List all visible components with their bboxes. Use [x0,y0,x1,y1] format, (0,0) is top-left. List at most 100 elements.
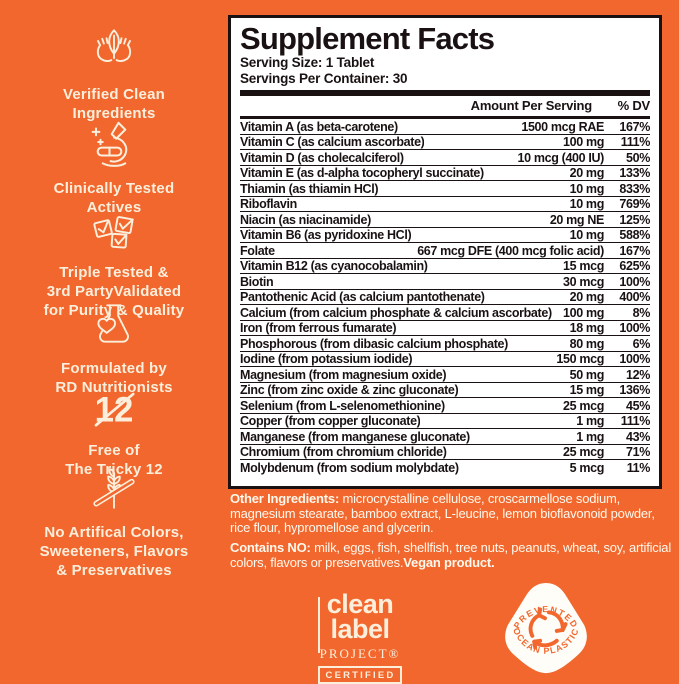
claim-no-artificial: No Artifical Colors, Sweeteners, Flavors… [0,466,228,580]
panel-title: Supplement Facts [240,21,495,56]
nutrient-amount: 50 mg [569,367,605,382]
nutrient-name: Manganese (from manganese gluconate) [240,429,470,444]
other-ingredients-label: Other Ingredients: [230,491,340,506]
nutrient-name: Vitamin B6 (as pyridoxine HCl) [240,228,412,243]
table-row: Selenium (from L-selenomethionine) 25 mc… [240,398,650,414]
table-row: Vitamin A (as beta-carotene) 1500 mcg RA… [240,119,650,135]
nutrient-name: Iron (from ferrous fumarate) [240,321,397,336]
nutrient-name: Iodine (from potassium iodide) [240,352,413,367]
nutrient-amount: 100 mg [563,305,604,320]
contains-no-text: milk, eggs, fish, shellfish, tree nuts, … [230,540,672,570]
nutrient-amount: 10 mg [569,228,605,243]
nutrient-dv: 625% [619,259,650,274]
table-row: Iodine (from potassium iodide) 150 mcg 1… [240,352,650,368]
badge-shape [505,582,587,674]
table-row: Thiamin (as thiamin HCl) 10 mg 833% [240,181,650,197]
nutrient-amount: 100 mg [563,135,604,150]
nutrient-dv: 45% [626,398,650,413]
nutrient-amount: 30 mcg [563,274,604,289]
nutrient-dv: 100% [619,321,650,336]
claim-text: Free of The Tricky 12 [65,442,163,479]
microscope-icon [0,116,228,173]
nutrient-dv: 11% [626,461,651,476]
nutrient-dv: 167% [619,243,650,258]
nutrient-dv: 167% [619,119,650,134]
nutrient-amount: 20 mg [569,166,605,181]
other-ingredients-note: Other Ingredients: microcrystalline cell… [230,491,673,536]
claim-clinically-tested: Clinically Tested Actives [0,116,228,217]
table-row: Riboflavin 10 mg 769% [240,197,650,213]
nutrient-name: Vitamin D (as cholecalciferol) [240,150,404,165]
nutrient-name: Copper (from copper gluconate) [240,414,421,429]
table-row: Vitamin C (as calcium ascorbate) 100 mg … [240,135,650,151]
nutrient-amount: 15 mcg [563,259,604,274]
table-row: Magnesium (from magnesium oxide) 50 mg 1… [240,367,650,383]
table-row: Iron (from ferrous fumarate) 18 mg 100% [240,321,650,337]
nutrient-amount: 80 mg [569,336,605,351]
claim-rd-formulated: Formulated by RD Nutritionists [0,300,228,397]
clean-label-project-logo: clean label PROJECT® CERTIFIED [312,590,408,684]
table-row: Vitamin B6 (as pyridoxine HCl) 10 mg 588… [240,228,650,244]
table-row: Vitamin B12 (as cyanocobalamin) 15 mcg 6… [240,259,650,275]
table-row: Biotin 30 mcg 100% [240,274,650,290]
tricky-12-icon: 12 [0,388,228,435]
nutrient-dv: 6% [632,336,651,351]
nutrient-name: Phosphorous (from dibasic calcium phosph… [240,336,508,351]
nutrient-dv: 400% [619,290,650,305]
amount-column-header: Amount Per Serving [470,98,593,114]
nutrient-name: Calcium (from calcium phosphate & calciu… [240,305,552,320]
clean-label-left-rule [318,597,320,653]
nutrient-amount: 20 mg [569,290,605,305]
nutrient-dv: 100% [619,352,650,367]
facts-header: Amount Per Serving % DV [240,96,651,116]
nutrient-dv: 833% [619,181,650,196]
nutrient-name: Vitamin E (as d-alpha tocopheryl succina… [240,166,484,181]
table-row: Phosphorous (from dibasic calcium phosph… [240,336,650,352]
facts-table: Vitamin A (as beta-carotene) 1500 mcg RA… [240,119,650,476]
nutrient-amount: 25 mcg [563,398,604,413]
claim-text: Clinically Tested Actives [53,180,175,217]
clean-label-project-text: PROJECT® [319,646,401,662]
nutrient-amount: 15 mg [569,383,605,398]
no-wheat-icon [0,466,228,517]
claim-tricky-12: 12 Free of The Tricky 12 [0,388,228,479]
nutrient-name: Pantothenic Acid (as calcium pantothenat… [240,290,485,305]
nutrient-dv: 136% [619,383,650,398]
divider-medium [240,116,650,120]
nutrient-name: Chromium (from chromium chloride) [240,445,447,460]
clean-label-certified-badge: CERTIFIED [317,666,403,684]
table-row: Zinc (from zinc oxide & zinc gluconate) … [240,383,650,399]
nutrient-name: Thiamin (as thiamin HCl) [240,181,379,196]
nutrient-dv: 111% [620,135,651,150]
nutrient-dv: 12% [626,367,650,382]
table-row: Vitamin E (as d-alpha tocopheryl succina… [240,166,650,182]
table-row: Molybdenum (from sodium molybdate) 5 mcg… [240,460,650,476]
nutrient-amount: 1 mg [576,429,604,444]
nutrient-amount: 1 mg [576,414,604,429]
table-row: Pantothenic Acid (as calcium pantothenat… [240,290,650,306]
nutrient-dv: 71% [626,445,650,460]
nutrient-amount: 1500 mcg RAE [521,119,604,134]
claim-text: No Artifical Colors, Sweeteners, Flavors… [39,524,189,580]
table-row: Vitamin D (as cholecalciferol) 10 mcg (4… [240,150,650,166]
nutrient-name: Molybdenum (from sodium molybdate) [240,461,459,476]
nutrient-dv: 8% [632,305,651,320]
nutrient-dv: 100% [619,274,650,289]
nutrient-amount: 150 mcg [556,352,604,367]
flask-heart-icon [0,300,228,353]
contains-no-note: Contains NO: milk, eggs, fish, shellfish… [230,540,673,570]
nutrient-amount: 18 mg [569,321,605,336]
nutrient-amount: 10 mg [569,197,605,212]
table-row: Niacin (as niacinamide) 20 mg NE 125% [240,212,650,228]
table-row: Folate 667 mcg DFE (400 mcg folic acid) … [240,243,650,259]
nutrient-name: Niacin (as niacinamide) [240,212,371,227]
nutrient-name: Magnesium (from magnesium oxide) [240,367,447,382]
claim-text: Verified Clean Ingredients [62,86,165,123]
nutrient-dv: 50% [626,150,650,165]
nutrient-dv: 43% [626,429,650,444]
contains-no-label: Contains NO: [230,540,311,555]
nutrient-dv: 769% [619,197,650,212]
serving-size: Serving Size: 1 Tablet [240,54,375,70]
clean-label-word2: label [330,614,390,645]
claim-triple-tested: Triple Tested & 3rd PartyValidated for P… [0,210,228,320]
